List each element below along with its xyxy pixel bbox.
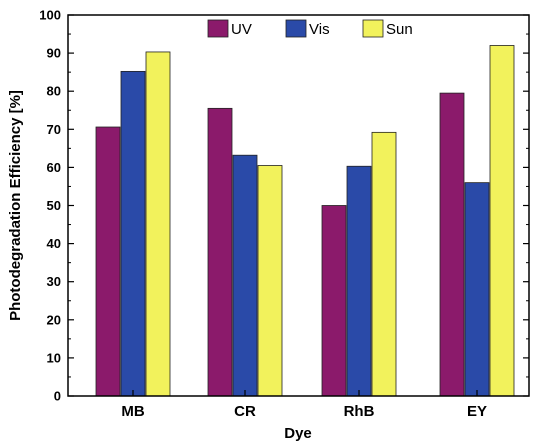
x-axis-title: Dye	[284, 425, 312, 442]
bar-sun-rhb	[371, 131, 397, 397]
y-tick-label: 60	[47, 160, 61, 175]
y-tick-label: 0	[54, 389, 61, 404]
bar-uv-rhb	[321, 205, 347, 397]
bar-vis-cr	[232, 154, 258, 397]
bar-vis-ey	[464, 182, 490, 397]
bar-sun-cr	[257, 165, 283, 397]
x-tick-label: EY	[467, 403, 487, 420]
legend-swatch-uv	[207, 19, 229, 38]
y-tick-label: 10	[47, 350, 61, 365]
y-tick-label: 80	[47, 84, 61, 99]
y-tick-label: 90	[47, 46, 61, 61]
bar-sun-mb	[145, 51, 171, 397]
bar-uv-cr	[207, 107, 233, 397]
legend-label-sun: Sun	[386, 21, 413, 38]
legend-label-uv: UV	[231, 21, 252, 38]
y-axis-ticks: 0 10 20 30 40 50 60 70 80 90 100	[39, 8, 529, 404]
legend: UV Vis Sun	[207, 19, 413, 38]
y-tick-label: 40	[47, 236, 61, 251]
y-tick-label: 20	[47, 312, 61, 327]
y-axis-title: Photodegradation Efficiency [%]	[7, 90, 24, 321]
x-axis-ticks: MB CR RhB EY	[121, 390, 487, 420]
y-tick-label: 30	[47, 274, 61, 289]
y-tick-label: 70	[47, 122, 61, 137]
x-tick-label: RhB	[344, 403, 375, 420]
y-tick-label: 50	[47, 198, 61, 213]
x-tick-label: CR	[234, 403, 256, 420]
legend-swatch-vis	[285, 19, 307, 38]
legend-swatch-sun	[362, 19, 384, 38]
bars-layer	[95, 45, 515, 397]
bar-uv-ey	[439, 92, 465, 397]
bar-uv-mb	[95, 126, 121, 397]
y-tick-label: 100	[39, 8, 61, 23]
bar-sun-ey	[489, 45, 515, 397]
bar-vis-mb	[120, 70, 146, 397]
legend-label-vis: Vis	[309, 21, 330, 38]
x-tick-label: MB	[121, 403, 144, 420]
bar-vis-rhb	[346, 165, 372, 397]
